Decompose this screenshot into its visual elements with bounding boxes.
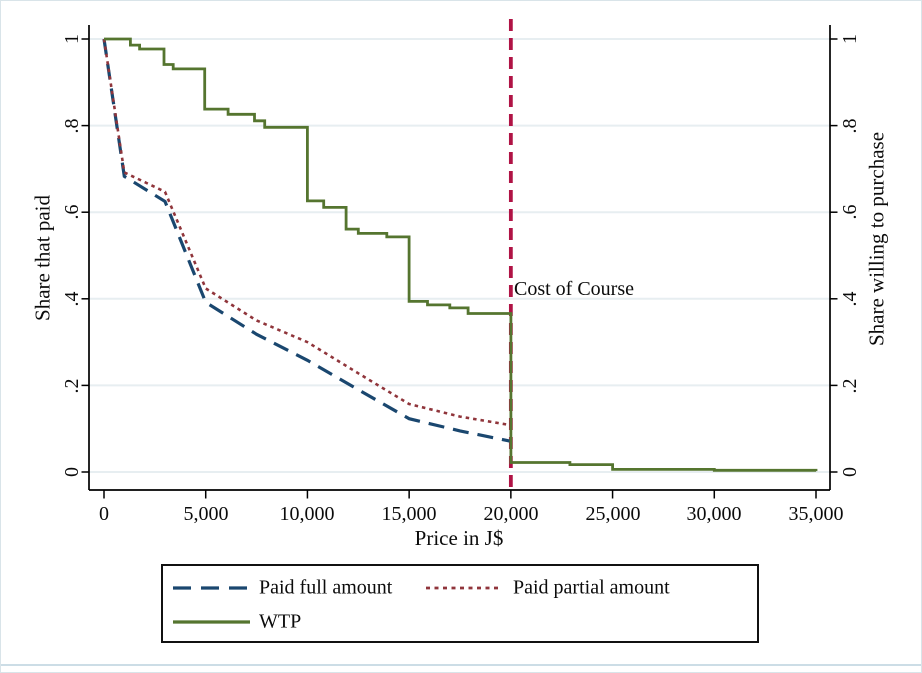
legend-sample-paid-partial xyxy=(426,586,500,590)
left-y-tick-04: .4 xyxy=(61,291,83,307)
right-y-tick-0: 0 xyxy=(839,467,861,477)
left-y-tick-0: 0 xyxy=(61,467,83,477)
left-y-axis-title: Share that paid xyxy=(30,195,55,321)
legend-label-wtp: WTP xyxy=(259,610,302,633)
series-line xyxy=(102,38,512,427)
legend: Paid full amount Paid partial amount WTP xyxy=(161,564,759,643)
x-tick-10000: 10,000 xyxy=(279,503,335,525)
right-y-tick-08: .8 xyxy=(839,118,861,134)
right-y-axis-title: Share willing to purchase xyxy=(864,131,889,347)
right-y-tick-04: .4 xyxy=(839,291,861,307)
x-axis-title: Price in J$ xyxy=(414,526,504,550)
series-line xyxy=(104,37,818,472)
x-tick-35000: 35,000 xyxy=(788,503,844,525)
legend-label-paid-full: Paid full amount xyxy=(259,576,393,599)
x-tick-25000: 25,000 xyxy=(585,503,641,525)
x-tick-15000: 15,000 xyxy=(381,503,437,525)
x-tick-30000: 30,000 xyxy=(686,503,742,525)
left-y-tick-02: .2 xyxy=(61,378,83,394)
x-tick-5000: 5,000 xyxy=(183,503,229,525)
series-line xyxy=(102,38,512,443)
left-y-tick-1: 1 xyxy=(61,34,83,44)
right-y-tick-02: .2 xyxy=(839,378,861,394)
cost-of-course-label: Cost of Course xyxy=(514,278,634,300)
right-y-tick-1: 1 xyxy=(839,34,861,44)
x-tick-20000: 20,000 xyxy=(483,503,539,525)
x-tick-0: 0 xyxy=(99,503,109,525)
legend-sample-wtp xyxy=(173,620,250,624)
right-y-tick-06: .6 xyxy=(839,204,861,220)
legend-label-paid-partial: Paid partial amount xyxy=(513,576,670,599)
window-bottom-edge xyxy=(1,664,921,666)
left-y-tick-06: .6 xyxy=(61,204,83,220)
legend-sample-paid-full xyxy=(173,586,250,590)
left-y-tick-08: .8 xyxy=(61,118,83,134)
